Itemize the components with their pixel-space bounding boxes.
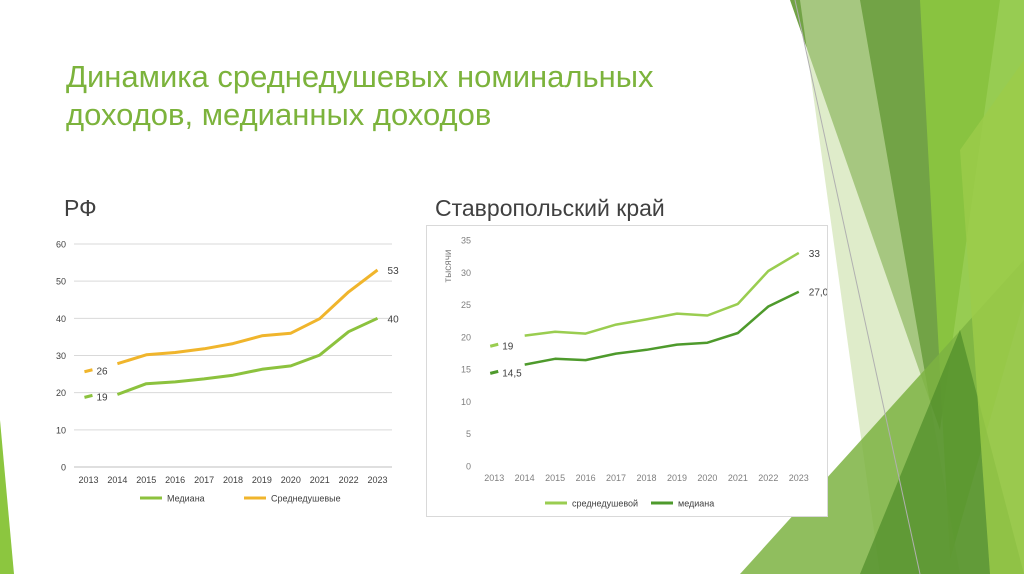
- slide-title: Динамика среднедушевых номинальных доход…: [66, 58, 766, 134]
- rf-x-tick-label: 2013: [78, 475, 98, 485]
- rf-chart-label: РФ: [64, 195, 97, 221]
- rf-chart: 0 10 20 30 40 50 60 2013 2014 2015 2016 2017 2018 201…: [52, 230, 402, 515]
- rf-data-label: 19: [96, 392, 108, 403]
- sk-x-tick-label: 2023: [789, 473, 809, 483]
- rf-y-tick-label: 0: [61, 463, 66, 473]
- rf-y-tick-label: 30: [56, 351, 66, 361]
- sk-x-tick-label: 2022: [758, 473, 778, 483]
- title-line-2: доходов, медианных доходов: [66, 97, 492, 132]
- decor-line: [794, 0, 921, 574]
- rf-legend-label: Медиана: [167, 494, 205, 504]
- sk-x-tick-label: 2014: [515, 473, 535, 483]
- rf-series-line-1: [116, 316, 379, 396]
- rf-x-tick-label: 2022: [339, 475, 359, 485]
- rf-x-tick-label: 2018: [223, 475, 243, 485]
- sk-y-tick-label: 35: [461, 236, 471, 246]
- title-line-1: Динамика среднедушевых номинальных: [66, 59, 654, 94]
- rf-y-tick-label: 20: [56, 388, 66, 398]
- sk-x-tick-label: 2020: [697, 473, 717, 483]
- sk-x-tick-label: 2017: [606, 473, 626, 483]
- rf-x-tick-label: 2015: [136, 475, 156, 485]
- rf-x-tick-label: 2014: [107, 475, 127, 485]
- sk-x-tick-label: 2018: [636, 473, 656, 483]
- rf-y-tick-label: 40: [56, 314, 66, 324]
- sk-x-tick-label: 2015: [545, 473, 565, 483]
- rf-x-tick-label: 2023: [368, 475, 388, 485]
- sk-x-tick-label: 2021: [728, 473, 748, 483]
- sk-x-tick-label: 2019: [667, 473, 687, 483]
- rf-x-tick-label: 2019: [252, 475, 272, 485]
- rf-y-tick-label: 50: [56, 277, 66, 287]
- rf-y-tick-label: 10: [56, 425, 66, 435]
- stavropol-chart: 0 5 10 15 20 25 30 35 2013 2014 2015 2016 2017 2018 20…: [426, 225, 829, 517]
- sk-y-tick-label: 25: [461, 300, 471, 310]
- sk-y-tick-label: 30: [461, 268, 471, 278]
- rf-series-start-mark: [84, 393, 93, 399]
- rf-data-label: 53: [388, 266, 400, 277]
- sk-x-tick-label: 2013: [484, 473, 504, 483]
- decor-shape-left-edge: [0, 420, 14, 574]
- sk-legend-label: медиана: [678, 499, 714, 509]
- sk-data-label: 33: [809, 249, 821, 260]
- sk-data-label: 14,5: [502, 368, 522, 379]
- sk-y-axis-title: тысячи: [443, 250, 454, 283]
- rf-x-tick-label: 2020: [281, 475, 301, 485]
- sk-x-tick-label: 2016: [576, 473, 596, 483]
- sk-series-start-mark: [489, 369, 499, 375]
- rf-x-tick-label: 2021: [310, 475, 330, 485]
- rf-data-label: 40: [388, 314, 400, 325]
- rf-data-label: 26: [96, 367, 108, 378]
- sk-y-tick-label: 15: [461, 365, 471, 375]
- rf-x-tick-label: 2016: [165, 475, 185, 485]
- sk-series-line-2: [524, 290, 800, 366]
- sk-y-tick-label: 20: [461, 332, 471, 342]
- sk-data-label: 27,0: [809, 288, 827, 299]
- decor-shape-deep: [860, 330, 1024, 574]
- sk-series-start-mark: [489, 342, 499, 348]
- rf-series-line-2: [116, 268, 379, 366]
- rf-chart-svg: 0 10 20 30 40 50 60 2013 2014 2015 2016 2017 2018 201…: [56, 240, 400, 504]
- decor-shape-right: [960, 60, 1024, 574]
- sk-y-tick-label: 10: [461, 397, 471, 407]
- sk-data-label: 19: [502, 341, 514, 352]
- rf-legend-label: Среднедушевые: [271, 494, 341, 504]
- sk-y-tick-label: 5: [466, 429, 471, 439]
- sk-series-line-1: [524, 251, 800, 337]
- rf-x-tick-label: 2017: [194, 475, 214, 485]
- sk-y-tick-label: 0: [466, 462, 471, 472]
- sk-legend-label: среднедушевой: [572, 499, 638, 509]
- stavropol-chart-label: Ставропольский край: [435, 195, 665, 221]
- rf-y-tick-label: 60: [56, 240, 66, 250]
- rf-series-start-mark: [84, 368, 93, 374]
- stavropol-chart-svg: 0 5 10 15 20 25 30 35 2013 2014 2015 2016 2017 2018 20…: [443, 236, 829, 509]
